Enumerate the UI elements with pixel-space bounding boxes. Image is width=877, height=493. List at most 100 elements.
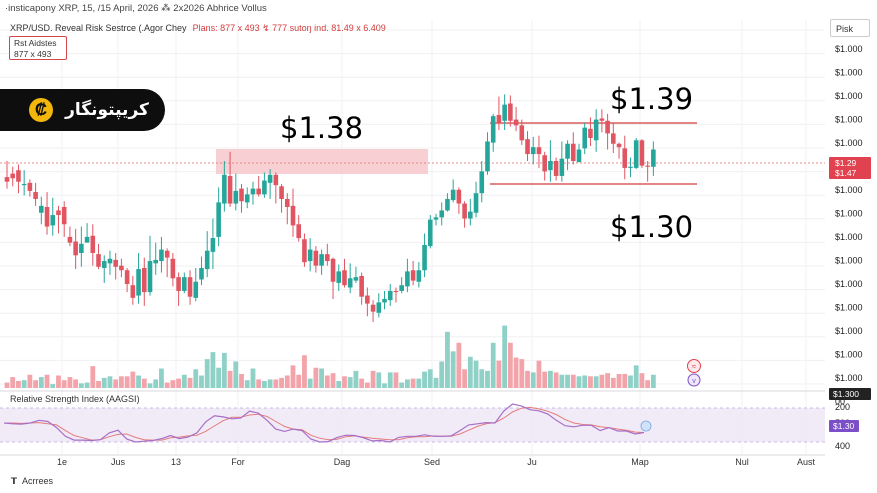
rsi-badge <box>829 420 859 432</box>
pisk-button[interactable]: Pisk <box>830 19 870 37</box>
volume-bar <box>622 373 628 388</box>
volume-bar <box>10 377 16 388</box>
candle-body <box>290 205 296 226</box>
candle-body <box>250 188 256 195</box>
candle-body <box>61 207 67 225</box>
pair-line: XRP/USD. Reveal Risk Sestrce (.Agor Chey <box>10 23 187 33</box>
volume-bar <box>645 380 651 388</box>
rsi-signal-line <box>4 406 645 441</box>
volume-bar <box>599 374 605 388</box>
volume-bar <box>616 373 622 388</box>
volume-bars <box>4 325 656 388</box>
volume-bar <box>78 383 84 388</box>
info-box[interactable]: Rst Aidstes 877 x 493 <box>9 36 67 60</box>
volume-bar <box>307 378 313 388</box>
volume-bar <box>347 377 353 388</box>
footer-label[interactable]: Acrrees <box>22 476 54 486</box>
candle-body <box>473 193 479 213</box>
info-line-2: 877 x 493 <box>14 49 52 59</box>
rsi-axis-label: 400 <box>835 441 850 451</box>
candle-body <box>622 148 628 168</box>
volume-badge-label: $1.300 <box>833 389 859 399</box>
time-tick-label: 13 <box>171 457 181 467</box>
price-tick-label: $1.000 <box>835 373 863 383</box>
symbol-bar: ·insticapony XRP, 15, /15 April, 2026 ⁂ … <box>0 0 877 18</box>
volume-bar <box>67 377 73 388</box>
volume-bar <box>536 360 542 388</box>
candle-body <box>330 258 336 282</box>
volume-bar <box>101 377 107 388</box>
volume-bar <box>553 372 559 388</box>
time-axis[interactable]: 1e Jus 13 For Dag Sed Ju Map Nul Aust <box>0 454 825 467</box>
volume-badge <box>829 388 871 400</box>
volume-bar <box>364 382 370 388</box>
volume-bar <box>319 368 324 388</box>
volume-bar <box>588 376 593 388</box>
volume-bar <box>605 373 610 388</box>
volume-bar <box>239 373 244 388</box>
candle-body <box>101 261 107 268</box>
plans-line: Plans: 877 x 493 ↯ 777 sutoŋ ind. 81.49 … <box>192 23 386 33</box>
volume-bar <box>628 375 633 388</box>
volume-bar <box>164 382 170 388</box>
candle-body <box>588 128 593 138</box>
candle-body <box>553 161 559 176</box>
volume-bar <box>193 369 199 388</box>
candle-body <box>359 276 364 297</box>
volume-bar <box>565 374 570 388</box>
candle-body <box>319 254 324 266</box>
volume-bar <box>462 369 467 388</box>
candle-body <box>21 184 27 186</box>
candle-body <box>10 173 16 179</box>
volume-bar <box>119 376 124 388</box>
volume-bar <box>336 380 342 388</box>
candle-body <box>525 139 530 155</box>
volume-bar <box>262 380 267 388</box>
symbol-line[interactable]: ·insticapony XRP, 15, /15 April, 2026 ⁂ … <box>5 3 267 14</box>
volume-bar <box>313 367 319 388</box>
volume-bar <box>422 371 427 388</box>
candle-body <box>496 115 502 124</box>
volume-bar <box>416 378 422 388</box>
candle-body <box>490 116 496 143</box>
volume-bar <box>633 365 639 388</box>
candle-body <box>548 161 553 171</box>
time-tick-label: Sed <box>424 457 440 467</box>
tradingview-logo-icon[interactable]: 𝗧 <box>10 476 18 486</box>
volume-bar <box>456 342 462 388</box>
price-tick-label: $1.000 <box>835 185 863 195</box>
price-axis[interactable]: $1.000 $1.000 $1.000 $1.000 $1.000 $1.000 $1.0… <box>829 44 871 451</box>
volume-bar <box>382 383 387 388</box>
candle-body <box>536 147 542 155</box>
candle-body <box>382 299 387 303</box>
candle-body <box>342 270 347 286</box>
candle-body <box>479 171 485 194</box>
price-tick-label: $1.000 <box>835 91 863 101</box>
candle-body <box>244 194 250 203</box>
volume-bar <box>330 373 336 388</box>
candle-body <box>233 190 239 204</box>
price-tick-label: $1.000 <box>835 68 863 78</box>
volume-bar <box>548 370 553 388</box>
volume-bar <box>113 379 119 388</box>
volume-bar <box>84 382 90 388</box>
candle-body <box>502 104 507 121</box>
buy-marker-icon <box>687 373 701 387</box>
volume-bar <box>279 377 284 388</box>
rsi-line <box>3 403 645 443</box>
volume-bar <box>570 374 576 388</box>
chart-markers: ≈v <box>687 359 701 387</box>
level-lines: $1.38 $1.39 $1.30 <box>0 82 825 244</box>
candle-body <box>119 265 124 271</box>
volume-bar <box>44 374 50 388</box>
candle-body <box>410 270 416 281</box>
candle-body <box>433 217 439 220</box>
candle-body <box>313 250 319 266</box>
volume-bar <box>136 375 141 388</box>
candle-body <box>645 165 650 167</box>
candle-body <box>193 281 199 298</box>
candle-body <box>439 210 445 218</box>
candle-body <box>485 141 490 172</box>
candle-body <box>153 259 159 264</box>
